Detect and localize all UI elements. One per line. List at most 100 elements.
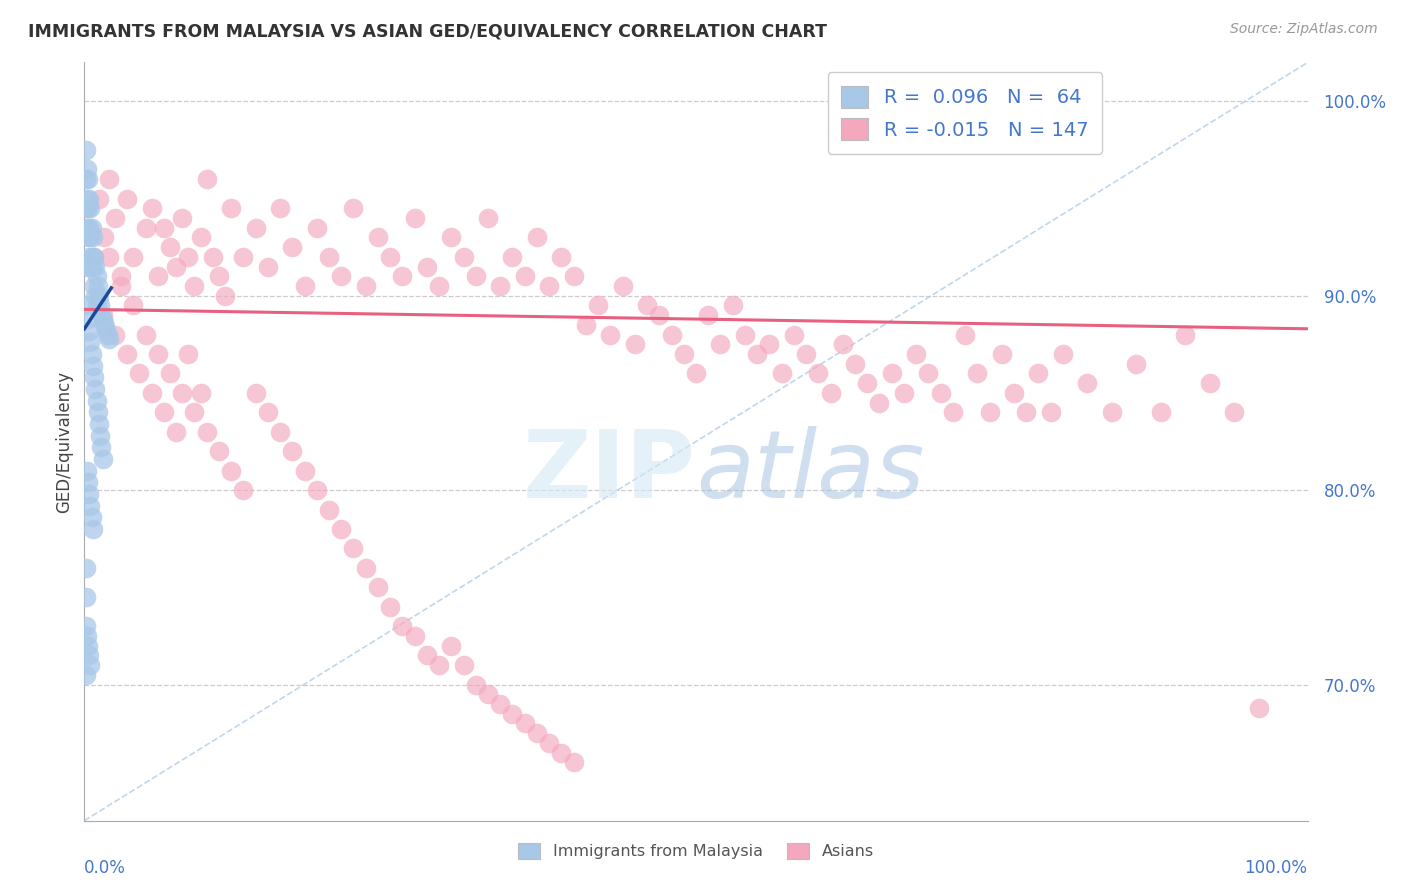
Point: [294, 464, 316, 478]
Point: [305, 483, 328, 497]
Point: [87, 289, 110, 303]
Point: [75, 561, 97, 575]
Point: [77, 172, 100, 186]
Point: [734, 327, 756, 342]
Point: [893, 386, 915, 401]
Point: [79, 658, 101, 673]
Legend: Immigrants from Malaysia, Asians: Immigrants from Malaysia, Asians: [512, 837, 880, 866]
Point: [76, 298, 98, 312]
Point: [219, 464, 242, 478]
Point: [342, 541, 364, 556]
Point: [281, 240, 304, 254]
Point: [110, 279, 132, 293]
Point: [1015, 405, 1038, 419]
Point: [880, 367, 903, 381]
Point: [513, 716, 536, 731]
Point: [177, 250, 200, 264]
Point: [91, 308, 114, 322]
Point: [354, 279, 377, 293]
Point: [75, 590, 97, 604]
Point: [195, 425, 218, 439]
Point: [77, 639, 100, 653]
Point: [427, 658, 450, 673]
Point: [599, 327, 621, 342]
Point: [269, 425, 291, 439]
Point: [77, 324, 100, 338]
Point: [76, 162, 98, 177]
Point: [80, 250, 103, 264]
Point: [87, 192, 110, 206]
Point: [219, 201, 242, 215]
Point: [416, 648, 439, 663]
Point: [440, 230, 463, 244]
Point: [318, 250, 340, 264]
Point: [165, 425, 187, 439]
Point: [86, 298, 108, 312]
Point: [82, 260, 104, 274]
Point: [80, 510, 103, 524]
Point: [562, 269, 585, 284]
Point: [90, 441, 112, 455]
Point: [77, 475, 100, 490]
Point: [177, 347, 200, 361]
Point: [905, 347, 928, 361]
Point: [77, 250, 100, 264]
Point: [942, 405, 965, 419]
Text: ZIP: ZIP: [523, 425, 696, 518]
Point: [97, 172, 120, 186]
Point: [87, 405, 110, 419]
Point: [562, 756, 585, 770]
Point: [1223, 405, 1246, 419]
Point: [477, 687, 499, 701]
Point: [929, 386, 952, 401]
Point: [440, 639, 463, 653]
Point: [586, 298, 609, 312]
Point: [294, 279, 316, 293]
Point: [82, 522, 104, 536]
Point: [83, 250, 105, 264]
Point: [575, 318, 598, 332]
Point: [624, 337, 647, 351]
Point: [75, 172, 97, 186]
Point: [94, 319, 117, 334]
Point: [159, 240, 181, 254]
Point: [104, 211, 127, 225]
Point: [550, 746, 572, 760]
Point: [214, 289, 236, 303]
Point: [190, 230, 212, 244]
Point: [464, 677, 486, 691]
Point: [257, 405, 280, 419]
Point: [831, 337, 853, 351]
Point: [79, 499, 101, 513]
Point: [115, 192, 138, 206]
Point: [90, 308, 112, 322]
Point: [697, 308, 720, 322]
Point: [83, 250, 105, 264]
Text: atlas: atlas: [696, 426, 924, 517]
Y-axis label: GED/Equivalency: GED/Equivalency: [55, 370, 73, 513]
Point: [87, 417, 110, 431]
Point: [75, 143, 97, 157]
Point: [820, 386, 842, 401]
Point: [330, 522, 353, 536]
Point: [77, 230, 100, 244]
Point: [502, 706, 524, 721]
Point: [79, 230, 101, 244]
Point: [489, 279, 512, 293]
Point: [245, 386, 267, 401]
Point: [201, 250, 224, 264]
Point: [77, 260, 100, 274]
Point: [1039, 405, 1062, 419]
Point: [77, 487, 100, 501]
Point: [783, 327, 806, 342]
Point: [404, 211, 426, 225]
Point: [110, 269, 132, 284]
Point: [464, 269, 486, 284]
Point: [77, 648, 100, 663]
Point: [97, 331, 120, 345]
Point: [165, 260, 187, 274]
Point: [318, 502, 340, 516]
Point: [685, 367, 707, 381]
Point: [79, 260, 101, 274]
Point: [1247, 701, 1270, 715]
